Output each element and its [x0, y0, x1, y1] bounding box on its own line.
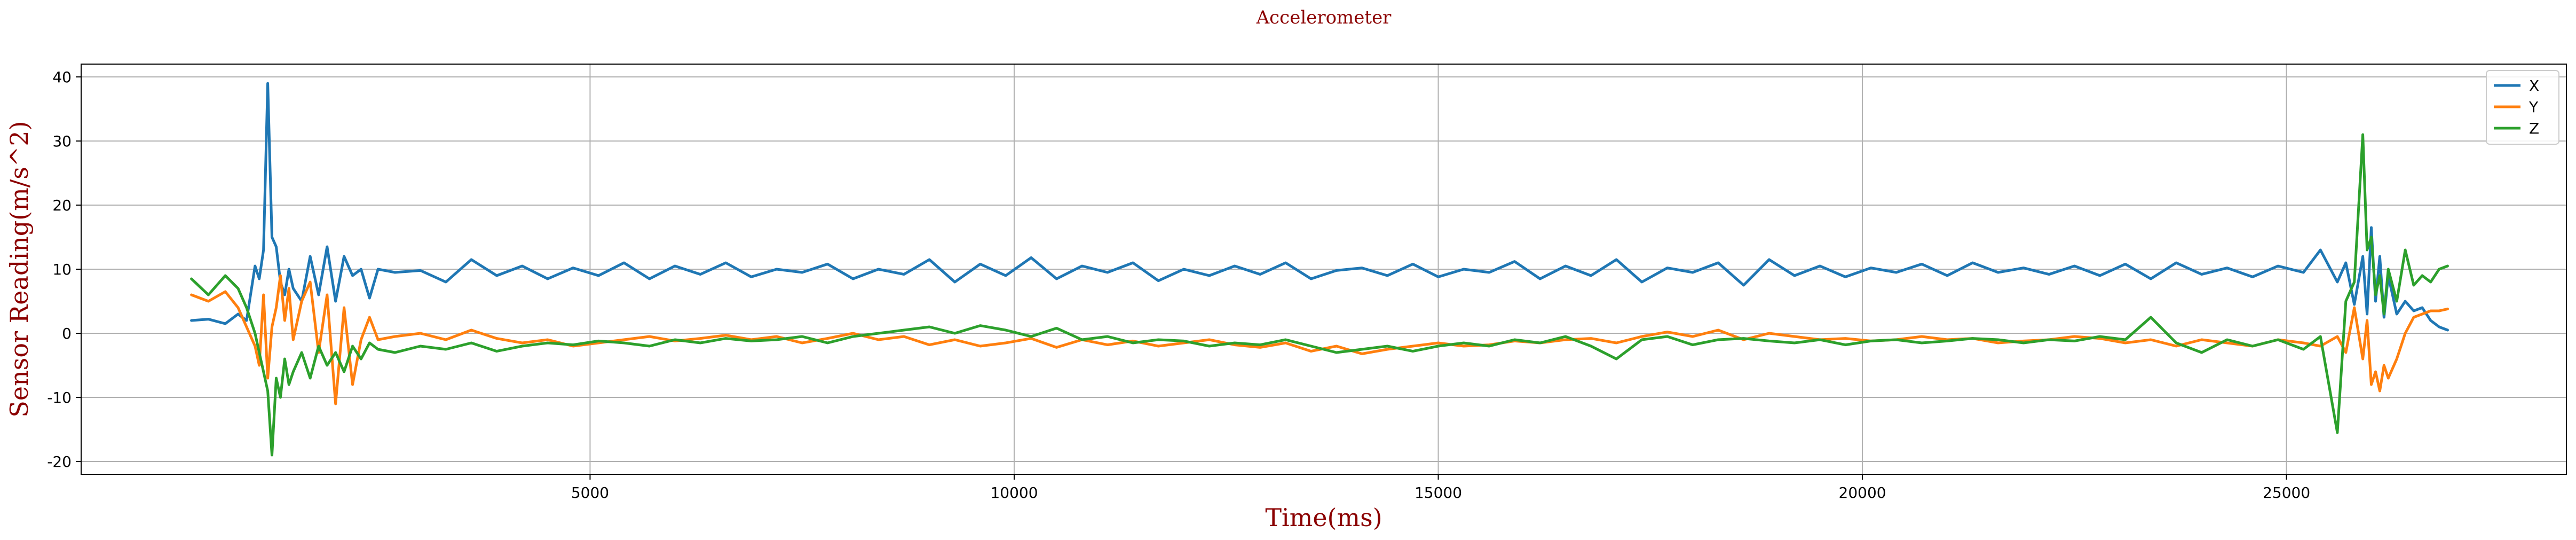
chart-title: Accelerometer: [1256, 7, 1392, 28]
legend: XYZ: [2486, 70, 2559, 145]
legend-label-x: X: [2529, 77, 2539, 95]
x-tick-label: 10000: [990, 484, 1038, 502]
y-axis-ticks: -20 -10 0 10 20 30 40: [47, 68, 81, 471]
series-line-y: [190, 274, 2449, 405]
y-tick-label: 20: [52, 197, 72, 214]
y-tick-label: 10: [52, 261, 72, 278]
grid-layer: [81, 64, 2566, 474]
series-line-x: [190, 82, 2449, 332]
x-tick-label: 5000: [571, 484, 609, 502]
y-tick-label: 30: [52, 132, 72, 150]
x-axis-label: Time(ms): [1265, 503, 1382, 532]
legend-label-z: Z: [2529, 120, 2539, 137]
y-axis-label: Sensor Reading(m/s^2): [5, 121, 34, 417]
y-tick-label: 40: [52, 68, 72, 86]
y-tick-label: 0: [62, 325, 72, 342]
y-tick-label: -20: [47, 453, 72, 471]
series-line-z: [190, 133, 2449, 457]
x-tick-label: 25000: [2263, 484, 2310, 502]
legend-box: [2486, 70, 2559, 145]
x-tick-label: 15000: [1415, 484, 1462, 502]
series-layer: [190, 82, 2449, 457]
x-tick-label: 20000: [1839, 484, 1886, 502]
legend-label-y: Y: [2528, 98, 2539, 116]
y-tick-label: -10: [47, 389, 72, 406]
x-axis-ticks: 5000 10000 15000 20000 25000: [571, 474, 2310, 502]
